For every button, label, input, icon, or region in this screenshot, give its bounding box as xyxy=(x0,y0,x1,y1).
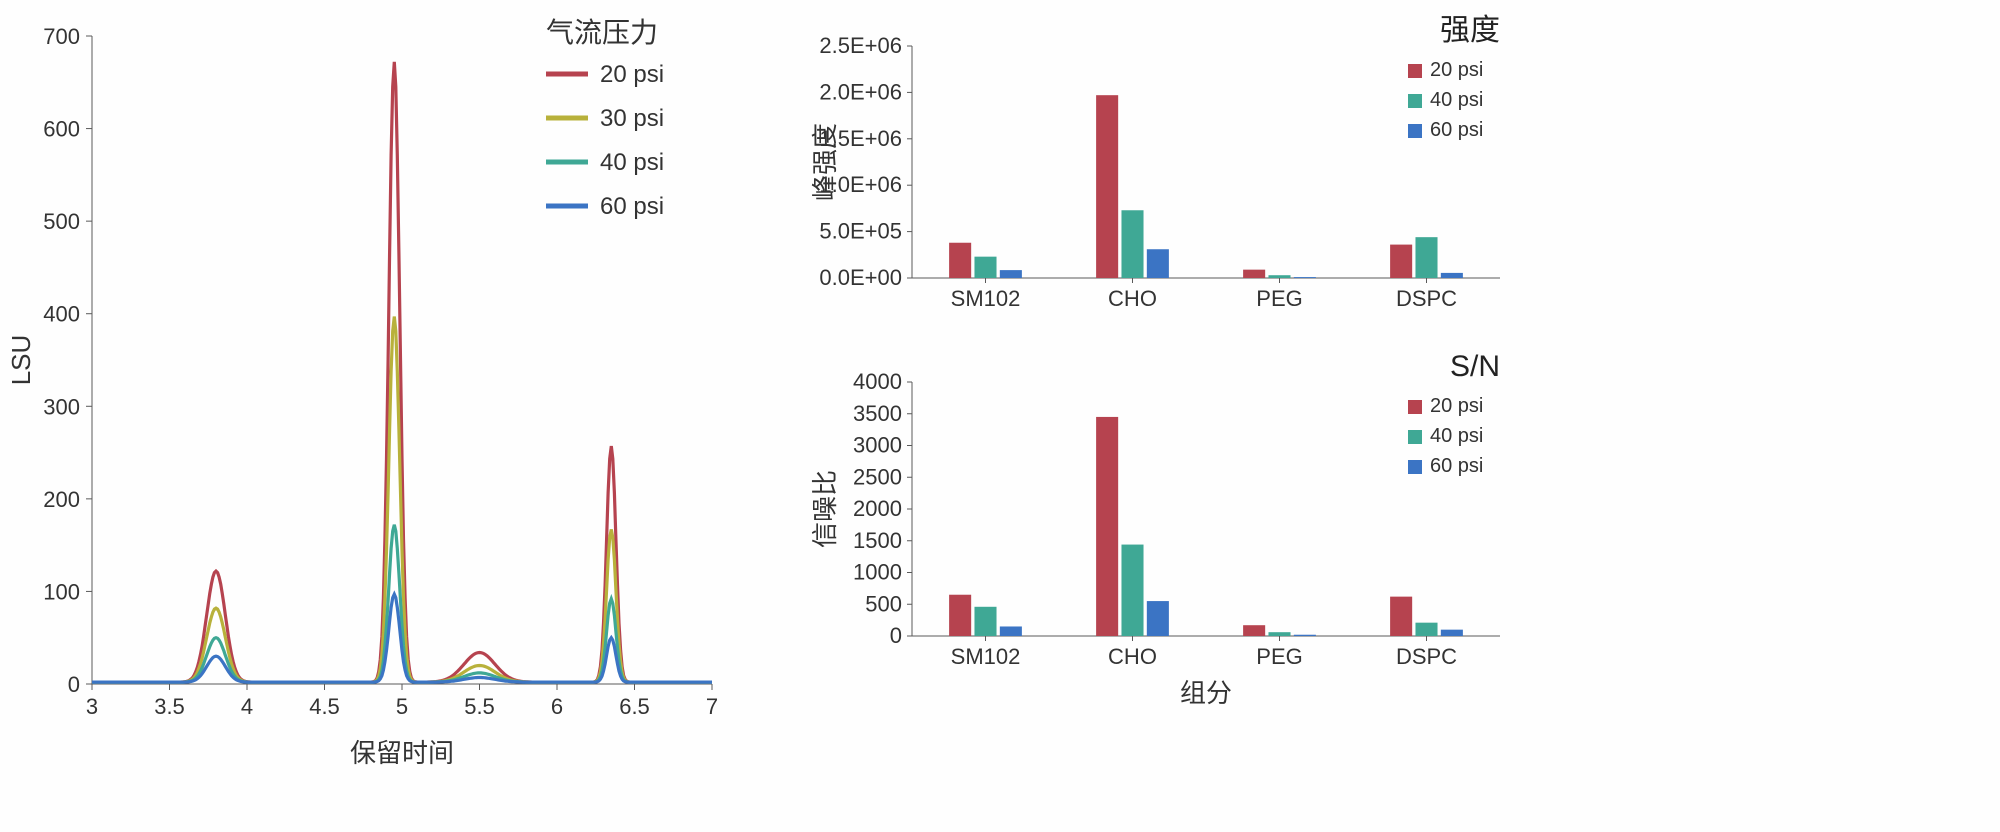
y-tick-label: 4000 xyxy=(853,369,902,394)
sn-bar-chart: 0 500 1000 1500 2000 2500 3000 3500 4000 SM102 CHO… xyxy=(780,330,1540,750)
line-chart-legend: 气流压力 20 psi 30 psi 40 psi 60 psi xyxy=(546,17,664,220)
legend-label: 40 psi xyxy=(600,149,664,176)
bar xyxy=(1390,597,1412,636)
bar xyxy=(1000,270,1022,278)
y-tick-label: 1500 xyxy=(853,528,902,553)
x-tick-label: 3 xyxy=(86,694,98,719)
bar xyxy=(1441,273,1463,278)
legend-label: 20 psi xyxy=(1430,59,1483,81)
x-tick-label: 4.5 xyxy=(309,694,340,719)
bar xyxy=(1147,601,1169,636)
category-label: SM102 xyxy=(951,286,1021,311)
legend-swatch xyxy=(1408,94,1422,108)
y-tick-label: 500 xyxy=(865,591,902,616)
bar xyxy=(1294,277,1316,278)
bar xyxy=(949,595,971,636)
legend-label: 60 psi xyxy=(1430,119,1483,141)
bar xyxy=(1268,275,1290,278)
bar xyxy=(1268,632,1290,636)
intensity-bar-chart: 0.0E+005.0E+051.0E+061.5E+062.0E+062.5E+… xyxy=(780,0,1540,360)
y-tick-label: 2500 xyxy=(853,464,902,489)
bar xyxy=(1096,417,1118,636)
bar xyxy=(1147,249,1169,278)
y-tick-label: 0 xyxy=(68,672,80,697)
legend-title: 气流压力 xyxy=(546,17,658,48)
bar xyxy=(974,607,996,636)
category-label: PEG xyxy=(1256,644,1302,669)
y-tick-label: 700 xyxy=(43,24,80,49)
category-label: PEG xyxy=(1256,286,1302,311)
bar xyxy=(1415,237,1437,278)
x-tick-label: 7 xyxy=(706,694,718,719)
category-label: DSPC xyxy=(1396,644,1457,669)
y-tick-label: 0 xyxy=(890,623,902,648)
y-tick-label: 2.5E+06 xyxy=(819,33,902,58)
y-axis-title: LSU xyxy=(6,335,36,386)
y-tick-label: 5.0E+05 xyxy=(819,219,902,244)
legend-label: 60 psi xyxy=(600,193,664,220)
legend-label: 40 psi xyxy=(1430,425,1483,447)
legend-label: 40 psi xyxy=(1430,89,1483,111)
bar xyxy=(1243,270,1265,278)
legend-label: 20 psi xyxy=(600,61,664,88)
legend-label: 60 psi xyxy=(1430,455,1483,477)
bar xyxy=(1390,245,1412,278)
x-tick-label: 5 xyxy=(396,694,408,719)
chart-title: 强度 xyxy=(1440,14,1500,47)
line-chromatogram-chart: 0 100 200 300 400 500 600 700 3 3.5 4 4.5 5 5.5 6 6.5 7 保… xyxy=(0,0,760,832)
bar xyxy=(1000,626,1022,636)
legend-swatch xyxy=(1408,124,1422,138)
legend-label: 20 psi xyxy=(1430,395,1483,417)
y-tick-label: 400 xyxy=(43,302,80,327)
x-tick-label: 3.5 xyxy=(154,694,185,719)
x-axis-title: 组分 xyxy=(1180,678,1232,708)
y-tick-label: 300 xyxy=(43,394,80,419)
category-label: CHO xyxy=(1108,286,1157,311)
bar xyxy=(1294,635,1316,636)
legend-swatch xyxy=(1408,64,1422,78)
legend-swatch xyxy=(1408,400,1422,414)
x-tick-label: 6 xyxy=(551,694,563,719)
chart-title: S/N xyxy=(1450,350,1500,383)
x-tick-label: 6.5 xyxy=(619,694,650,719)
category-label: SM102 xyxy=(951,644,1021,669)
x-tick-label: 4 xyxy=(241,694,253,719)
y-tick-label: 1000 xyxy=(853,560,902,585)
bar xyxy=(1121,545,1143,636)
y-tick-label: 2000 xyxy=(853,496,902,521)
y-tick-label: 0.0E+00 xyxy=(819,265,902,290)
legend-swatch xyxy=(1408,460,1422,474)
y-axis-title: 信噪比 xyxy=(810,470,840,548)
bar xyxy=(949,243,971,278)
category-label: CHO xyxy=(1108,644,1157,669)
y-tick-label: 2.0E+06 xyxy=(819,79,902,104)
bar xyxy=(1096,95,1118,278)
y-tick-label: 3000 xyxy=(853,433,902,458)
y-tick-label: 500 xyxy=(43,209,80,234)
y-axis-title: 峰强度 xyxy=(810,123,840,201)
bar xyxy=(974,257,996,278)
bar xyxy=(1415,623,1437,636)
bar xyxy=(1441,630,1463,636)
category-label: DSPC xyxy=(1396,286,1457,311)
x-axis-title: 保留时间 xyxy=(350,738,454,768)
bar xyxy=(1243,625,1265,636)
y-tick-label: 200 xyxy=(43,487,80,512)
x-tick-label: 5.5 xyxy=(464,694,495,719)
legend-swatch xyxy=(1408,430,1422,444)
y-tick-label: 600 xyxy=(43,117,80,142)
bar xyxy=(1121,210,1143,278)
figure-root: 0 100 200 300 400 500 600 700 3 3.5 4 4.5 5 5.5 6 6.5 7 保… xyxy=(0,0,2000,832)
y-tick-label: 100 xyxy=(43,579,80,604)
y-tick-label: 3500 xyxy=(853,401,902,426)
legend-label: 30 psi xyxy=(600,105,664,132)
